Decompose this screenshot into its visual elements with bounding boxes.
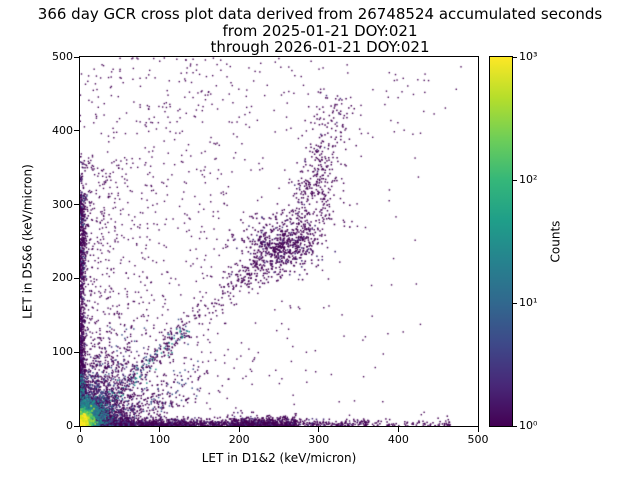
x-axis-label: LET in D1&2 (keV/micron) (201, 451, 357, 465)
colorbar-tick-mark (513, 56, 517, 58)
x-tick-label: 0 (76, 433, 84, 446)
y-tick-mark (74, 425, 79, 427)
x-tick-label: 200 (228, 433, 250, 446)
x-tick-mark (238, 427, 240, 432)
y-axis-label: LET in D5&6 (keV/micron) (20, 164, 35, 319)
colorbar-tick-label: 10¹ (519, 296, 538, 309)
scatter-points-canvas (80, 57, 478, 426)
y-tick-mark (74, 56, 79, 58)
y-tick-mark (74, 351, 79, 353)
colorbar-tick-mark (513, 302, 517, 304)
y-tick-label: 300 (52, 197, 73, 211)
colorbar-tick-mark (513, 425, 517, 427)
y-tick-label: 400 (52, 123, 73, 137)
chart-subtitle-through: through 2026-01-21 DOY:021 (210, 38, 430, 56)
colorbar (489, 56, 513, 427)
x-tick-mark (159, 427, 161, 432)
colorbar-tick-label: 10² (519, 173, 538, 186)
y-tick-label: 0 (66, 419, 73, 432)
y-tick-label: 100 (52, 345, 73, 359)
y-tick-label: 200 (52, 271, 73, 285)
x-tick-label: 400 (387, 433, 409, 446)
chart-subtitle-from: from 2025-01-21 DOY:021 (222, 22, 418, 40)
x-tick-mark (477, 427, 479, 432)
x-tick-label: 100 (149, 433, 171, 446)
colorbar-tick-label: 10³ (519, 50, 538, 63)
colorbar-tick-mark (513, 179, 517, 181)
colorbar-tick-label: 10⁰ (519, 419, 538, 432)
x-tick-label: 300 (308, 433, 330, 446)
x-tick-mark (79, 427, 81, 432)
y-tick-label: 500 (52, 50, 73, 63)
x-tick-label: 500 (467, 433, 489, 446)
y-tick-mark (74, 130, 79, 132)
x-tick-mark (397, 427, 399, 432)
x-tick-mark (318, 427, 320, 432)
colorbar-label: Counts (548, 220, 563, 263)
chart-title: 366 day GCR cross plot data derived from… (37, 5, 603, 23)
y-tick-mark (74, 277, 79, 279)
y-tick-mark (74, 204, 79, 206)
